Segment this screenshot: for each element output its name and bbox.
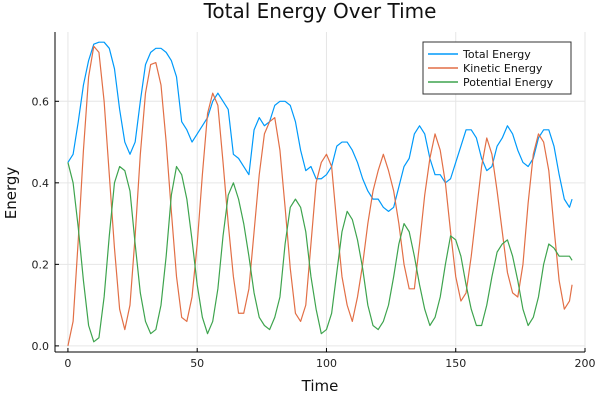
x-axis-label: Time	[301, 377, 339, 395]
chart-title: Total Energy Over Time	[203, 0, 437, 23]
x-tick-label: 0	[64, 357, 71, 370]
legend-label-kinetic-energy: Kinetic Energy	[463, 62, 543, 75]
axes-layer	[54, 32, 585, 353]
ticks-layer: 0 50 100 150 200 0.0 0.2 0.4 0.6	[32, 95, 596, 370]
legend-label-total-energy: Total Energy	[462, 48, 531, 61]
grid-layer	[55, 32, 586, 352]
series-line-kinetic-energy	[67, 45, 573, 347]
legend-label-potential-energy: Potential Energy	[463, 76, 554, 89]
y-tick-label: 0.4	[32, 177, 50, 190]
y-axis-label: Energy	[2, 167, 20, 220]
x-tick-label: 100	[316, 357, 337, 370]
series-line-total-energy	[67, 41, 573, 212]
legend: Total Energy Kinetic Energy Potential En…	[422, 41, 572, 95]
x-tick-label: 150	[445, 357, 466, 370]
series-layer	[67, 41, 573, 347]
y-tick-label: 0.0	[32, 340, 50, 353]
x-tick-label: 50	[190, 357, 204, 370]
series-line-potential-energy	[67, 162, 573, 343]
y-tick-label: 0.6	[32, 95, 50, 108]
y-tick-label: 0.2	[32, 258, 50, 271]
x-tick-label: 200	[575, 357, 596, 370]
